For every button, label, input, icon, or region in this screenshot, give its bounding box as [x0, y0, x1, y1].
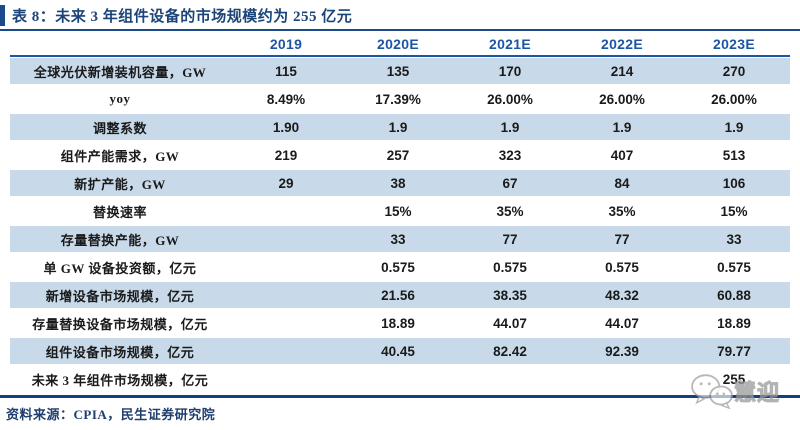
- column-header-2019: 2019: [269, 35, 303, 52]
- cell: 79.77: [717, 343, 751, 359]
- cell: 8.49%: [266, 91, 306, 107]
- column-header-2022e: 2022E: [601, 35, 643, 52]
- cell: 26.00%: [711, 91, 757, 107]
- row-label: 单 GW 设备投资额，亿元: [43, 260, 197, 276]
- cell: 0.575: [381, 259, 415, 275]
- cell: 77: [502, 231, 518, 247]
- table-row: 存量替换产能，GW 33 77 77 33: [10, 225, 790, 253]
- row-label: 新增设备市场规模，亿元: [45, 288, 195, 304]
- row-label: 未来 3 年组件市场规模，亿元: [31, 372, 209, 388]
- table-row: 替换速率 15% 35% 35% 15%: [10, 197, 790, 225]
- table-row: 新增设备市场规模，亿元 21.56 38.35 48.32 60.88: [10, 281, 790, 309]
- cell: 26.00%: [599, 91, 645, 107]
- column-header-2021e: 2021E: [489, 35, 531, 52]
- table-title: 表 8：未来 3 年组件设备的市场规模约为 255 亿元: [12, 8, 353, 25]
- row-label: 调整系数: [92, 120, 147, 136]
- title-rule: [0, 29, 800, 31]
- row-label: 替换速率: [92, 204, 147, 220]
- table-bottom-rule: [0, 395, 800, 398]
- cell: 15%: [384, 203, 412, 219]
- cell: 35%: [608, 203, 636, 219]
- cell: 38: [390, 175, 406, 191]
- cell: 44.07: [605, 315, 639, 331]
- cell: 1.9: [388, 119, 408, 135]
- cell: 38.35: [493, 287, 527, 303]
- table-row: 存量替换设备市场规模，亿元 18.89 44.07 44.07 18.89: [10, 309, 790, 337]
- cell: 1.90: [272, 119, 300, 135]
- row-label: 组件产能需求，GW: [60, 148, 180, 164]
- row-label: 组件设备市场规模，亿元: [45, 344, 195, 360]
- cell: 44.07: [493, 315, 527, 331]
- cell: 257: [386, 147, 410, 163]
- table-row: 组件设备市场规模，亿元 40.45 82.42 92.39 79.77: [10, 337, 790, 365]
- data-table: 2019 2020E 2021E 2022E 2023E 全球光伏新增装机容量，…: [10, 32, 790, 393]
- cell: 67: [502, 175, 518, 191]
- table-row: 新扩产能，GW 29 38 67 84 106: [10, 169, 790, 197]
- cell: 170: [498, 63, 522, 79]
- cell: 0.575: [493, 259, 527, 275]
- cell: 17.39%: [375, 91, 421, 107]
- cell: 35%: [496, 203, 524, 219]
- cell: 214: [610, 63, 634, 79]
- cell: 15%: [720, 203, 748, 219]
- cell: 77: [614, 231, 630, 247]
- cell: 0.575: [605, 259, 639, 275]
- cell: 84: [614, 175, 630, 191]
- table-row: 全球光伏新增装机容量，GW 115 135 170 214 270: [10, 57, 790, 85]
- cell: 18.89: [717, 315, 751, 331]
- cell: 21.56: [381, 287, 415, 303]
- column-header-2020e: 2020E: [377, 35, 419, 52]
- table-row: yoy 8.49% 17.39% 26.00% 26.00% 26.00%: [10, 85, 790, 113]
- cell: 270: [722, 63, 746, 79]
- cell: 323: [498, 147, 522, 163]
- cell: 33: [726, 231, 742, 247]
- table-title-bar: 表 8：未来 3 年组件设备的市场规模约为 255 亿元: [0, 3, 352, 27]
- cell: 1.9: [612, 119, 632, 135]
- table-row: 调整系数 1.90 1.9 1.9 1.9 1.9: [10, 113, 790, 141]
- cell: 29: [278, 175, 294, 191]
- table-row: 单 GW 设备投资额，亿元 0.575 0.575 0.575 0.575: [10, 253, 790, 281]
- cell: 33: [390, 231, 406, 247]
- table-row: 组件产能需求，GW 219 257 323 407 513: [10, 141, 790, 169]
- cell: 40.45: [381, 343, 415, 359]
- row-label: yoy: [109, 91, 131, 106]
- cell: 513: [722, 147, 746, 163]
- column-header-2023e: 2023E: [713, 35, 755, 52]
- cell: 135: [386, 63, 410, 79]
- cell: 26.00%: [487, 91, 533, 107]
- row-label: 存量替换产能，GW: [60, 232, 180, 248]
- cell: 92.39: [605, 343, 639, 359]
- row-label: 全球光伏新增装机容量，GW: [33, 64, 207, 80]
- row-label: 新扩产能，GW: [74, 176, 166, 192]
- cell: 60.88: [717, 287, 751, 303]
- cell: 82.42: [493, 343, 527, 359]
- cell: 407: [610, 147, 634, 163]
- cell: 255: [722, 371, 746, 387]
- table-header-row: 2019 2020E 2021E 2022E 2023E: [10, 32, 790, 57]
- cell: 115: [275, 63, 297, 79]
- title-accent-bar: [0, 4, 5, 26]
- cell: 1.9: [500, 119, 520, 135]
- cell: 106: [722, 175, 746, 191]
- cell: 48.32: [605, 287, 639, 303]
- cell: 1.9: [724, 119, 744, 135]
- row-label: 存量替换设备市场规模，亿元: [32, 316, 208, 332]
- cell: 219: [274, 147, 298, 163]
- cell: 18.89: [381, 315, 415, 331]
- source-note: 资料来源：CPIA，民生证券研究院: [6, 407, 216, 422]
- table-row: 未来 3 年组件市场规模，亿元 255: [10, 365, 790, 393]
- cell: 0.575: [717, 259, 751, 275]
